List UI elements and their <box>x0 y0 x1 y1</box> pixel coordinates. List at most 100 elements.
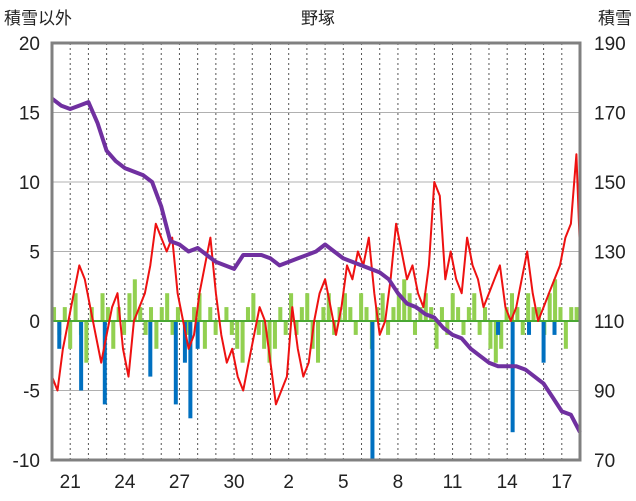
green-bar <box>364 307 369 321</box>
green-bar <box>127 293 132 321</box>
green-bar <box>407 293 412 321</box>
right-tick-label: 150 <box>594 173 626 194</box>
green-bar <box>499 321 504 349</box>
green-bar <box>197 293 202 321</box>
blue-bar <box>148 321 153 377</box>
x-tick-label: 2 <box>283 472 294 493</box>
green-bar <box>143 321 148 335</box>
green-bar <box>245 307 250 321</box>
green-bar <box>547 293 552 321</box>
right-tick-label: 70 <box>594 451 615 472</box>
green-bar <box>321 307 326 321</box>
x-tick-label: 17 <box>551 472 572 493</box>
green-bar <box>483 307 488 321</box>
blue-bar <box>527 321 532 335</box>
blue-bar <box>182 321 187 363</box>
blue-bar <box>496 321 501 335</box>
green-bar <box>289 293 294 321</box>
green-bar <box>251 293 256 321</box>
left-tick-label: 20 <box>19 34 40 55</box>
green-bar <box>138 307 143 321</box>
green-bar <box>111 321 116 349</box>
blue-bar <box>188 321 193 419</box>
green-bar <box>256 321 261 335</box>
green-bar <box>386 321 391 335</box>
green-bar <box>423 293 428 321</box>
green-bar <box>509 293 514 321</box>
green-bar <box>342 293 347 321</box>
green-bar <box>526 293 531 321</box>
snow-depth-line <box>50 97 582 434</box>
green-bar <box>348 307 353 321</box>
green-bar <box>569 307 574 321</box>
green-bar <box>316 321 321 363</box>
x-tick-label: 11 <box>443 472 463 493</box>
green-bar <box>531 307 536 321</box>
green-bar <box>267 321 272 363</box>
green-bar <box>477 321 482 335</box>
green-bar <box>472 293 477 321</box>
green-bar <box>105 307 110 321</box>
green-bar <box>553 279 558 321</box>
blue-bar <box>102 321 107 405</box>
blue-bar <box>541 321 546 363</box>
green-bar <box>122 321 127 335</box>
green-bar <box>235 321 240 349</box>
green-bar <box>278 307 283 321</box>
green-bar <box>380 293 385 321</box>
green-bar <box>391 307 396 321</box>
green-bar <box>62 307 67 321</box>
green-bar <box>563 321 568 349</box>
left-tick-label: -10 <box>13 451 40 472</box>
left-tick-label: 0 <box>29 312 40 333</box>
green-bar <box>445 321 450 335</box>
green-bar <box>299 307 304 321</box>
green-bar <box>504 307 509 321</box>
green-bar <box>208 307 213 321</box>
green-bar <box>461 321 466 335</box>
green-bar <box>132 279 137 321</box>
green-bar <box>466 307 471 321</box>
green-bar <box>170 321 175 335</box>
blue-bar <box>510 321 515 433</box>
chart-title: 野塚 <box>301 9 335 28</box>
green-bar <box>434 321 439 349</box>
right-tick-label: 190 <box>594 34 626 55</box>
green-bar <box>68 321 73 349</box>
green-bar <box>272 321 277 349</box>
right-tick-label: 90 <box>594 382 615 403</box>
right-tick-label: 110 <box>594 312 624 333</box>
left-tick-label: -5 <box>23 382 40 403</box>
green-bar <box>262 321 267 349</box>
right-axis-label: 積雪 <box>598 9 632 28</box>
green-bar <box>396 293 401 321</box>
green-bar <box>100 293 105 321</box>
green-bar <box>240 321 245 363</box>
green-bar <box>574 307 579 321</box>
green-bar <box>326 293 331 321</box>
green-bar <box>536 307 541 321</box>
green-bar <box>294 321 299 335</box>
green-bar <box>202 321 207 349</box>
right-tick-label: 130 <box>594 243 626 264</box>
green-bar <box>305 293 310 321</box>
green-bar <box>359 293 364 321</box>
green-bar <box>439 307 444 321</box>
green-bar <box>283 321 288 335</box>
green-bar <box>52 307 57 321</box>
left-tick-label: 10 <box>19 173 40 194</box>
green-bar <box>456 307 461 321</box>
green-bar <box>353 321 358 335</box>
green-bar <box>192 307 197 321</box>
green-bar <box>429 307 434 321</box>
left-tick-label: 5 <box>29 243 40 264</box>
x-tick-label: 24 <box>114 472 136 493</box>
blue-bar <box>173 321 178 405</box>
green-bar <box>558 307 563 321</box>
green-bar <box>154 321 159 349</box>
x-tick-label: 14 <box>497 472 519 493</box>
left-tick-label: 15 <box>19 104 40 125</box>
green-bar <box>73 293 78 321</box>
green-bar <box>159 307 164 321</box>
green-bar <box>175 307 180 321</box>
